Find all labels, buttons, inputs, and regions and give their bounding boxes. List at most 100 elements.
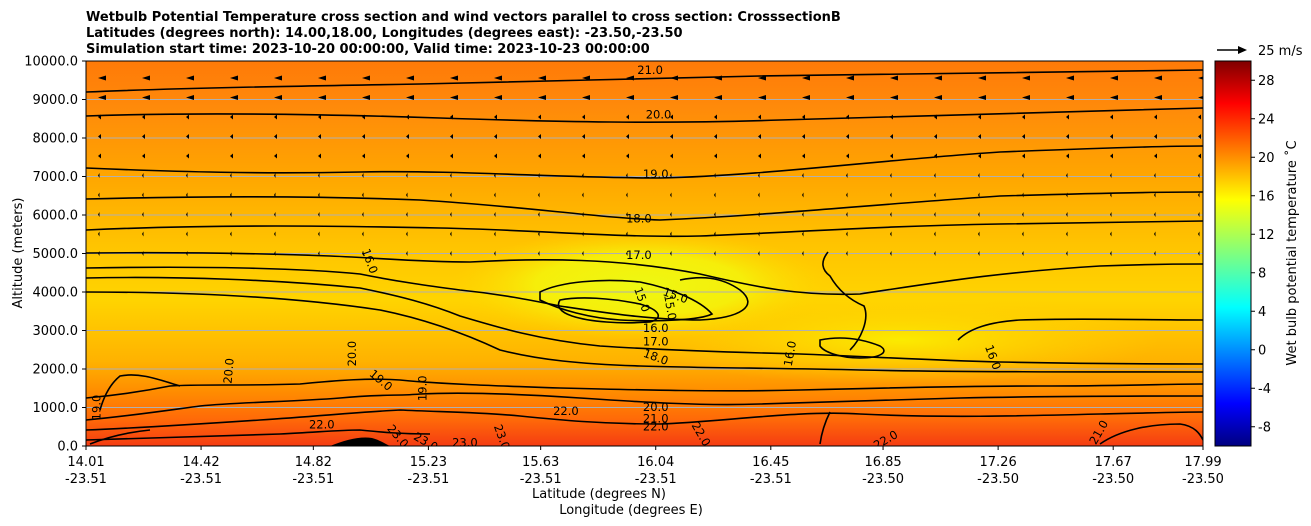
contour-label: 20.0	[345, 341, 359, 367]
wind-vector-icon	[1154, 134, 1157, 139]
wind-vector-icon	[802, 134, 805, 139]
colorbar-tick-label: 8	[1258, 266, 1266, 281]
wind-vector-icon	[98, 153, 101, 159]
wind-vector-icon	[582, 114, 585, 120]
wind-vector-icon	[274, 251, 276, 256]
wind-vector-icon	[758, 114, 761, 120]
wind-vector-icon	[230, 212, 232, 217]
wind-vector-icon	[978, 134, 981, 139]
y-axis-label: Altitude (meters)	[11, 198, 26, 309]
contour-label: 23.0	[452, 435, 478, 449]
contour-line	[99, 374, 181, 411]
wind-vector-icon	[1110, 251, 1112, 256]
wind-vector-icon	[670, 173, 672, 178]
wind-vector-icon	[846, 134, 849, 139]
wind-vector-icon	[714, 192, 716, 198]
wind-vector-icon	[1154, 251, 1156, 256]
x-tick-label-lat: 15.63	[522, 455, 559, 470]
x-tick-label-lon: -23.51	[750, 472, 792, 487]
wind-vector-icon	[186, 231, 188, 237]
wind-vector-icon	[1022, 231, 1024, 237]
wind-vector-icon	[670, 114, 673, 120]
wind-vector-icon	[802, 114, 805, 120]
wind-vector-icon	[978, 231, 980, 237]
wind-vector-icon	[890, 95, 898, 100]
wind-vector-icon	[142, 192, 144, 198]
x-tick-label-lon: -23.50	[977, 472, 1019, 487]
contour-line	[86, 220, 1203, 238]
wind-vector-icon	[450, 134, 453, 139]
contour-label: 22.0	[553, 404, 579, 418]
colorbar-tick-label: 4	[1258, 305, 1266, 320]
wind-vector-icon	[934, 212, 936, 217]
wind-vector-icon	[142, 251, 144, 256]
wind-vector-icon	[230, 173, 232, 178]
wind-vector-icon	[758, 251, 760, 256]
colorbar-tick-label: 24	[1258, 112, 1275, 127]
wind-vector-icon	[1154, 173, 1156, 178]
wind-vector-icon	[802, 153, 805, 159]
wind-vector-icon	[1110, 173, 1112, 178]
wind-vector-icon	[714, 173, 716, 178]
wind-vector-icon	[934, 251, 936, 256]
wind-vector-icon	[1110, 134, 1113, 139]
wind-vector-icon	[1198, 95, 1203, 100]
wind-vector-icon	[142, 75, 150, 81]
wind-vector-icon	[934, 192, 936, 198]
wind-vector-icon	[274, 75, 282, 81]
wind-vector-icon	[934, 231, 936, 237]
wind-vector-icon	[98, 75, 106, 81]
contour-line	[86, 429, 431, 441]
wind-vector-icon	[1154, 231, 1156, 237]
wind-vector-icon	[362, 153, 365, 159]
wind-vector-icon	[626, 95, 634, 100]
wind-vector-icon	[450, 95, 458, 100]
colorbar	[1214, 60, 1252, 447]
wind-vector-icon	[978, 75, 986, 81]
wind-vector-icon	[406, 212, 408, 217]
wind-vector-icon	[494, 95, 502, 100]
colorbar-tick-label: 12	[1258, 228, 1275, 243]
wind-vector-icon	[362, 212, 364, 217]
wind-vector-icon	[670, 212, 672, 217]
wind-vector-icon	[450, 231, 452, 237]
wind-vector-icon	[450, 212, 452, 217]
wind-vector-icon	[934, 173, 936, 178]
wind-vector-icon	[450, 251, 452, 256]
wind-vector-icon	[186, 153, 189, 159]
wind-vector-icon	[186, 134, 189, 139]
wind-vector-icon	[1198, 134, 1201, 139]
contour-label: 19.0	[643, 167, 669, 181]
x-tick-label-lat: 15.23	[410, 455, 447, 470]
wind-vector-icon	[406, 114, 409, 120]
wind-vector-icon	[1066, 95, 1074, 100]
wind-vector-icon	[362, 134, 365, 139]
x-axis-label: Latitude (degrees N)	[532, 487, 666, 502]
wind-vector-icon	[318, 231, 320, 237]
contour-line	[86, 266, 749, 321]
wind-vector-icon	[670, 251, 672, 256]
wind-vector-icon	[538, 192, 540, 198]
wind-vector-icon	[274, 212, 276, 217]
wind-vector-icon	[494, 192, 496, 198]
wind-vector-icon	[1198, 114, 1201, 120]
wind-vector-icon	[98, 134, 101, 139]
wind-vector-icon	[142, 95, 150, 100]
contour-line	[86, 251, 1203, 296]
wind-vector-icon	[758, 134, 761, 139]
wind-vector-icon	[362, 192, 364, 198]
wind-vector-icon	[802, 173, 804, 178]
wind-vector-icon	[1022, 173, 1024, 178]
contour-line	[819, 337, 885, 359]
wind-vector-icon	[890, 251, 892, 256]
wind-vector-icon	[1022, 114, 1025, 120]
x-tick-label-lon: -23.51	[407, 472, 449, 487]
wind-vector-icon	[626, 173, 628, 178]
wind-vector-icon	[890, 134, 893, 139]
wind-vector-icon	[1154, 192, 1156, 198]
wind-key-label: 25 m/s	[1258, 44, 1303, 59]
x-tick-label-lon: -23.51	[292, 472, 334, 487]
wind-vector-icon	[186, 75, 194, 81]
wind-vector-icon	[98, 114, 101, 120]
wind-vector-icon	[626, 192, 628, 198]
